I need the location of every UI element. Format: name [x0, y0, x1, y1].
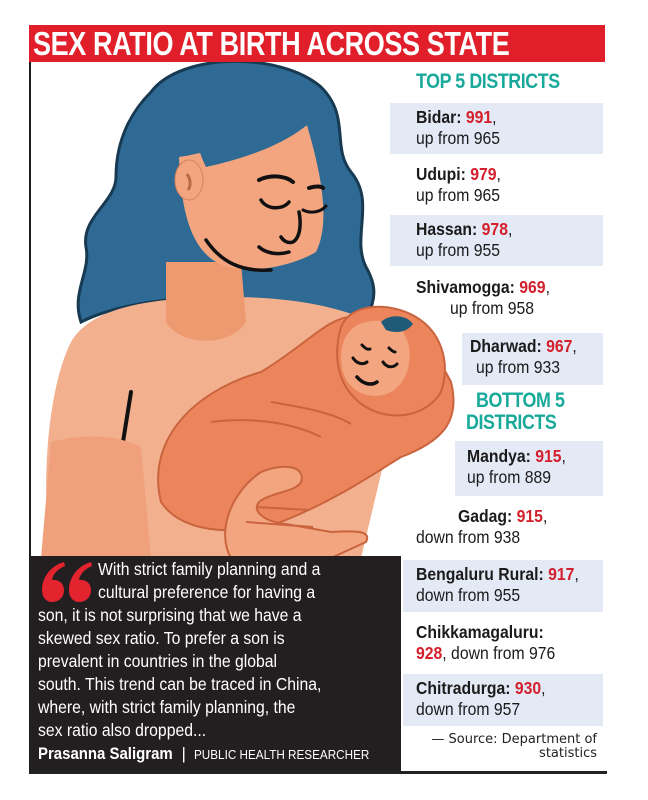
- top-district-row: Shivamogga: 969, up from 958: [416, 277, 550, 318]
- top-district-row: Bidar: 991, up from 965: [390, 103, 603, 154]
- source-note: — Source: Department of statistics: [419, 733, 597, 761]
- frame-bottom-border: [29, 771, 607, 774]
- top-districts-title: TOP 5 DISTRICTS: [416, 70, 560, 93]
- mother-holding-baby-icon: [41, 62, 455, 558]
- frame-left-border: [29, 62, 31, 774]
- quote-mark-icon: [42, 562, 92, 602]
- bottom-district-row: Mandya: 915, up from 889: [455, 441, 603, 496]
- top-district-row: Hassan: 978, up from 955: [390, 215, 603, 266]
- bottom-district-row: Chikkamagaluru: 928, down from 976: [416, 622, 556, 663]
- quote-text: With strict family planning and a cultur…: [38, 559, 322, 740]
- quote-attribution: Prasanna Saligram | PUBLIC HEALTH RESEAR…: [38, 744, 389, 764]
- page-title: SEX RATIO AT BIRTH ACROSS STATE: [33, 25, 510, 62]
- top-district-row: Dharwad: 967, up from 933: [462, 333, 603, 385]
- attribution-separator: |: [181, 744, 186, 763]
- source-line-2: statistics: [539, 746, 597, 761]
- quote-author: Prasanna Saligram: [38, 744, 173, 763]
- source-line-1: — Source: Department of: [431, 732, 597, 747]
- page-title-banner: SEX RATIO AT BIRTH ACROSS STATE: [29, 25, 605, 62]
- quote-author-role: PUBLIC HEALTH RESEARCHER: [194, 747, 370, 762]
- bottom-district-row: Chitradurga: 930, down from 957: [403, 674, 603, 726]
- top-district-row: Udupi: 979, up from 965: [416, 164, 501, 205]
- bottom-districts-title: BOTTOM 5 DISTRICTS: [466, 389, 565, 434]
- quote-box: With strict family planning and a cultur…: [30, 556, 401, 772]
- bottom-district-row: Gadag: 915, down from 938: [416, 506, 548, 547]
- bottom-district-row: Bengaluru Rural: 917, down from 955: [403, 560, 603, 612]
- mother-baby-illustration: [31, 62, 491, 558]
